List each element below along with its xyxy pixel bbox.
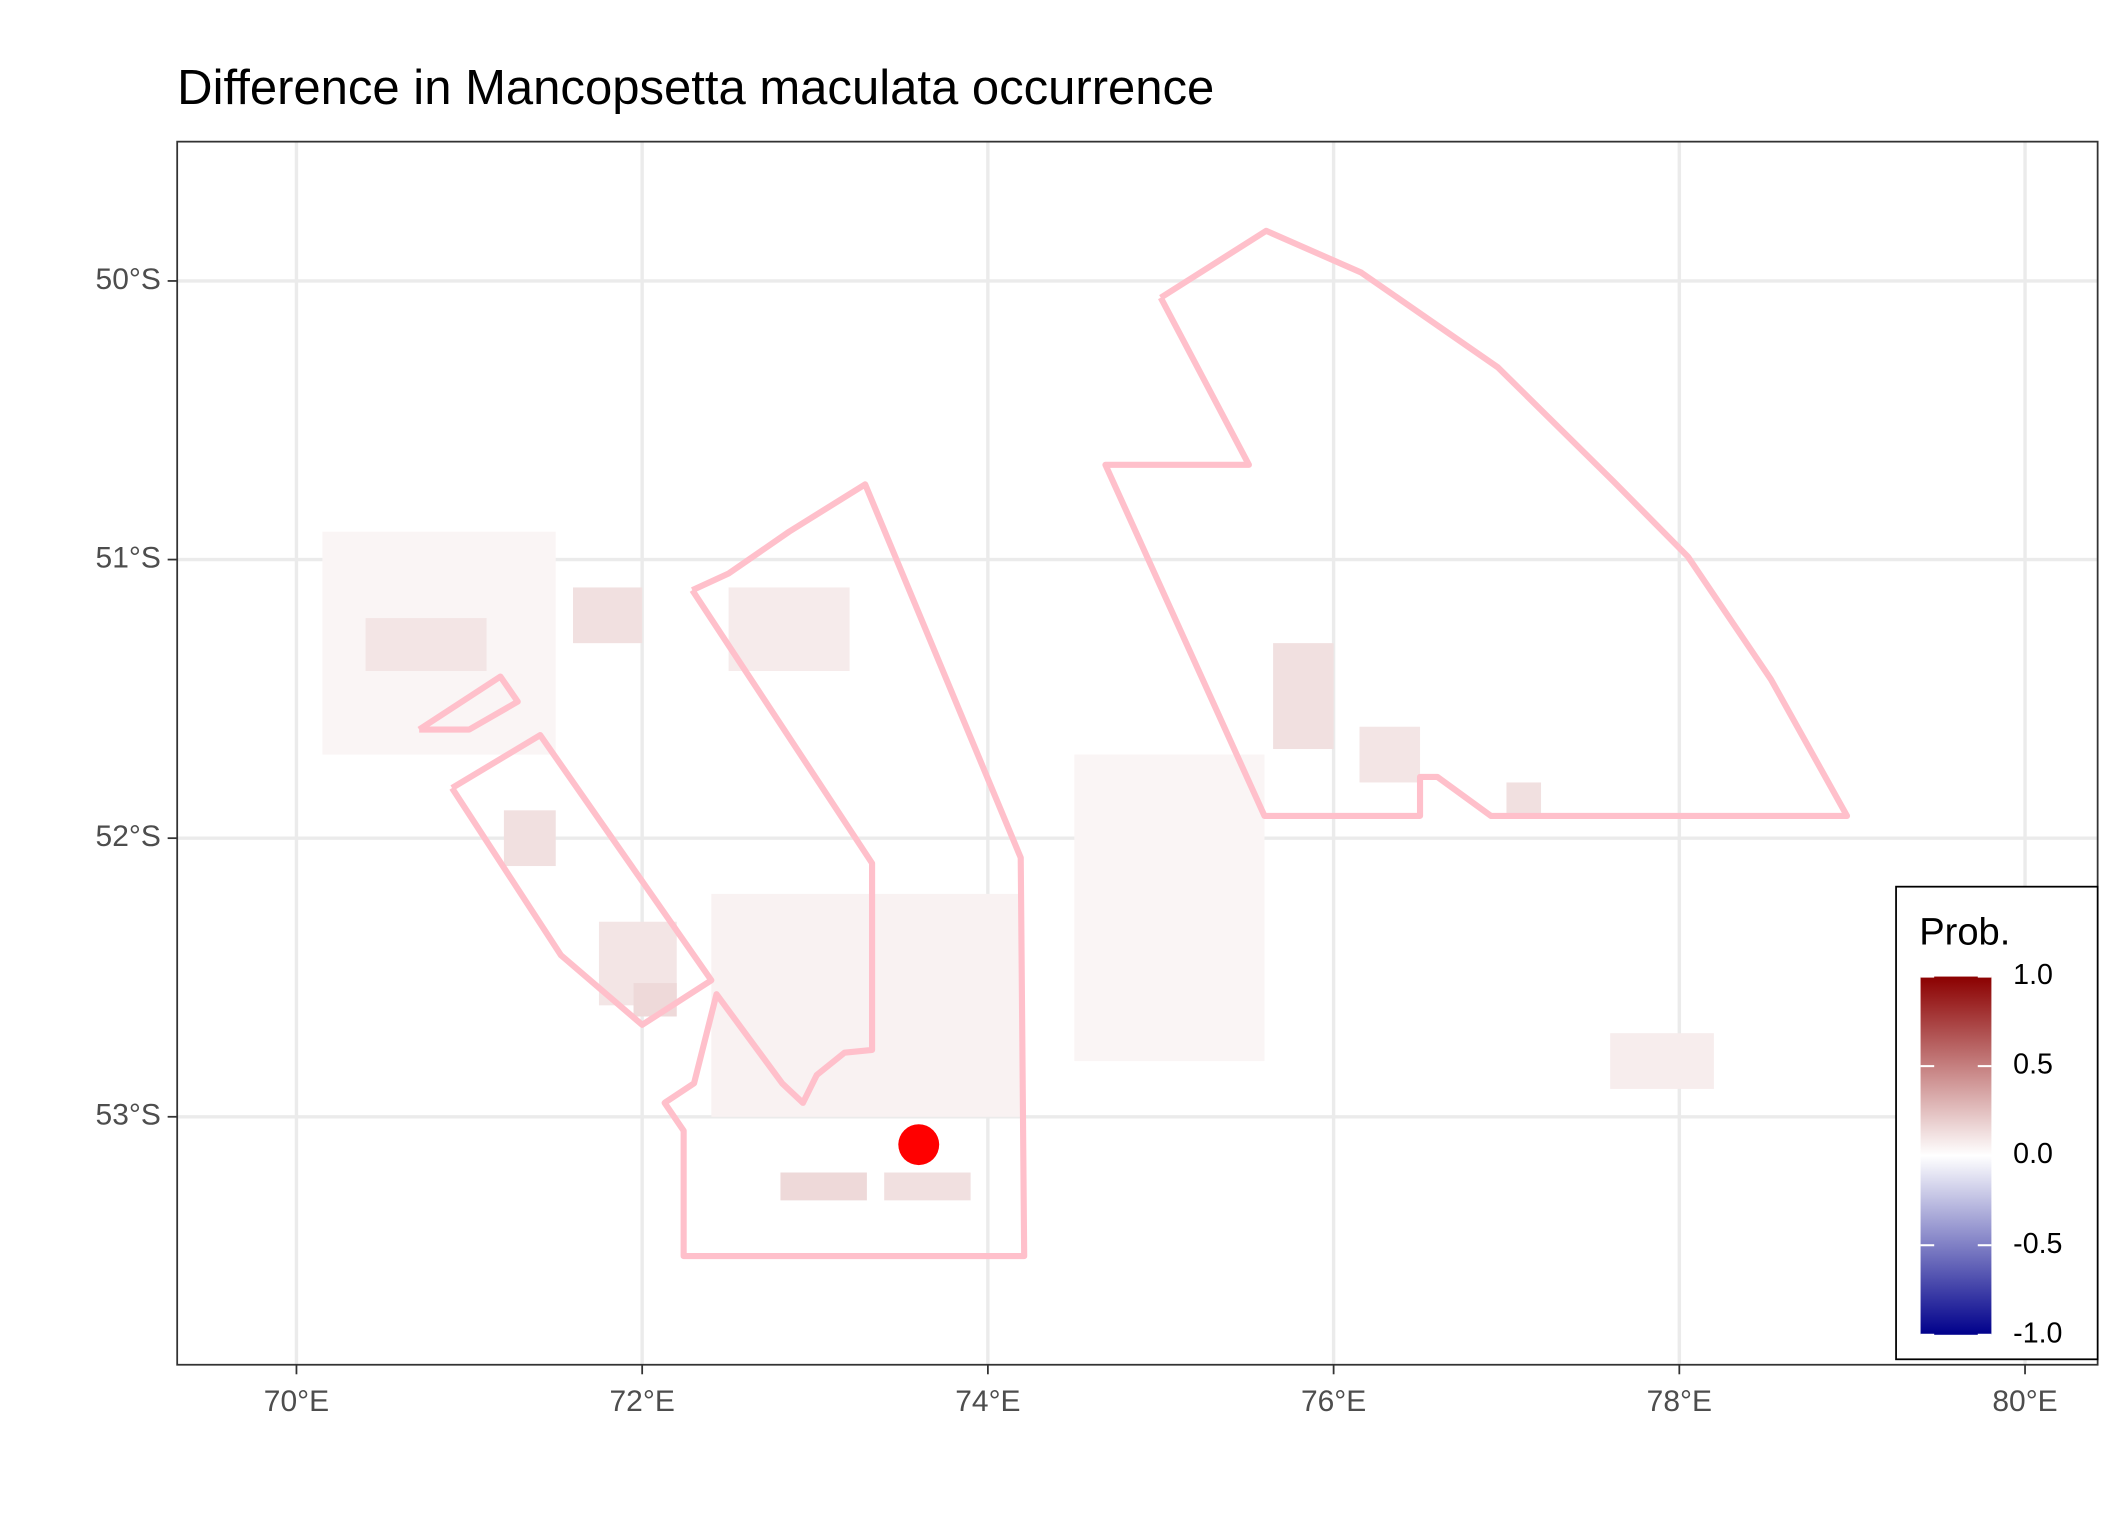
heat-cell: [884, 1172, 971, 1201]
legend-tick-label: 1.0: [2013, 959, 2053, 991]
x-tick-label: 78°E: [1647, 1385, 1712, 1418]
legend-tick-label: -1.0: [2013, 1317, 2062, 1349]
heat-cell: [1359, 726, 1421, 783]
y-tick-label: 50°S: [96, 263, 161, 296]
heat-cell: [728, 587, 850, 672]
x-tick-label: 80°E: [1992, 1385, 2057, 1418]
chart-title: Difference in Mancopsetta maculata occur…: [177, 61, 1214, 115]
legend-tick-label: -0.5: [2013, 1228, 2062, 1260]
area-outline: [661, 481, 1028, 1260]
y-tick-label: 52°S: [96, 820, 161, 853]
x-tick-label: 70°E: [264, 1385, 329, 1418]
x-tick-label: 74°E: [955, 1385, 1020, 1418]
area-outline: [417, 673, 521, 733]
x-tick-label: 72°E: [610, 1385, 675, 1418]
y-tick-label: 51°S: [96, 541, 161, 574]
legend-tick-label: 0.5: [2013, 1049, 2053, 1081]
panel-border: [176, 140, 2099, 1366]
heat-cell: [780, 1172, 867, 1201]
x-tick-label: 76°E: [1301, 1385, 1366, 1418]
heat-cell: [365, 618, 487, 672]
heat-cell: [573, 587, 643, 644]
legend-tick-label: 0.0: [2013, 1138, 2053, 1170]
point: [898, 1124, 940, 1166]
heat-cell: [1074, 754, 1265, 1062]
y-tick-label: 53°S: [96, 1099, 161, 1132]
heat-cell: [1273, 643, 1334, 750]
legend-title: Prob.: [1919, 910, 2010, 953]
heat-cell: [633, 983, 677, 1017]
area-outline: [1102, 227, 1851, 819]
heat-cell: [711, 893, 1023, 1117]
heat-cell: [503, 810, 556, 867]
heat-cell: [1506, 782, 1542, 819]
area-outline: [449, 732, 715, 1028]
map-panel: [177, 141, 2098, 1365]
heat-cell: [1610, 1033, 1714, 1089]
